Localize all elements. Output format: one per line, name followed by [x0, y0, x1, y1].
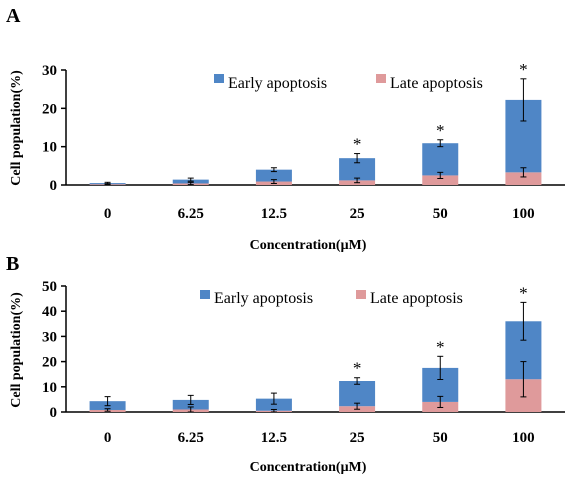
y-tick-label-b: 10 [42, 380, 57, 396]
bar-early-a [255, 169, 292, 182]
x-axis-label-b: Concentration(μM) [250, 460, 367, 475]
x-tick-label-b: 12.5 [261, 430, 287, 446]
x-tick-label-a: 50 [433, 206, 448, 222]
bar-late-a [422, 175, 459, 185]
legend-label-late-b: Late apoptosis [370, 290, 463, 307]
panel-letter-a: A [6, 5, 21, 27]
x-tick-label-a: 25 [350, 206, 365, 222]
legend-b: Early apoptosis Late apoptosis [200, 290, 463, 307]
x-tick-label-b: 25 [350, 430, 365, 446]
x-tick-label-a: 100 [512, 206, 535, 222]
significance-marker-a: * [436, 121, 445, 140]
x-tick-label-b: 50 [433, 430, 448, 446]
y-tick-label-b: 0 [50, 405, 58, 421]
y-tick-label-a: 10 [42, 140, 57, 156]
x-axis-label-a: Concentration(μM) [250, 238, 367, 253]
significance-marker-b: * [436, 337, 445, 356]
legend-swatch-early-b [200, 290, 210, 299]
bar-early-b [339, 381, 376, 407]
y-tick-label-a: 30 [42, 63, 57, 79]
legend-label-early-a: Early apoptosis [228, 75, 327, 92]
y-tick-label-a: 20 [42, 101, 57, 117]
x-tick-label-a: 6.25 [178, 206, 204, 222]
plot-area-b: 0 10 20 30 40 50 0 6.25 12.5 * 25 * 50 * 100 [42, 279, 565, 446]
x-tick-label-b: 0 [104, 430, 112, 446]
legend-label-early-b: Early apoptosis [214, 290, 313, 307]
bar-early-b [255, 398, 292, 411]
significance-marker-a: * [519, 60, 528, 79]
x-tick-label-b: 100 [512, 430, 535, 446]
legend-swatch-late-a [376, 74, 386, 83]
x-tick-label-a: 12.5 [261, 206, 287, 222]
y-tick-label-b: 30 [42, 329, 57, 345]
significance-marker-b: * [353, 359, 362, 378]
panel-b: B Cell population(%) Concentration(μM) E… [6, 253, 565, 475]
y-axis-label-a: Cell population(%) [9, 70, 24, 186]
significance-marker-b: * [519, 283, 528, 302]
panel-letter-b: B [6, 253, 19, 275]
legend-swatch-late-b [356, 290, 366, 299]
y-tick-label-a: 0 [50, 178, 58, 194]
panel-a: A Cell population(%) Concentration(μM) E… [6, 5, 565, 253]
x-tick-label-b: 6.25 [178, 430, 204, 446]
significance-marker-a: * [353, 135, 362, 154]
y-tick-label-b: 50 [42, 279, 57, 295]
y-axis-label-b: Cell population(%) [9, 292, 24, 408]
bar-early-a [339, 158, 376, 181]
plot-area-a: 0 10 20 30 0 6.25 12.5 * 25 * 50 * 100 [42, 60, 565, 222]
legend-a: Early apoptosis Late apoptosis [214, 74, 483, 92]
bar-early-a [422, 143, 459, 176]
y-tick-label-b: 40 [42, 304, 57, 320]
legend-swatch-early-a [214, 74, 224, 83]
x-tick-label-a: 0 [104, 206, 112, 222]
legend-label-late-a: Late apoptosis [390, 75, 483, 92]
bar-late-a [505, 172, 542, 185]
y-tick-label-b: 20 [42, 355, 57, 371]
